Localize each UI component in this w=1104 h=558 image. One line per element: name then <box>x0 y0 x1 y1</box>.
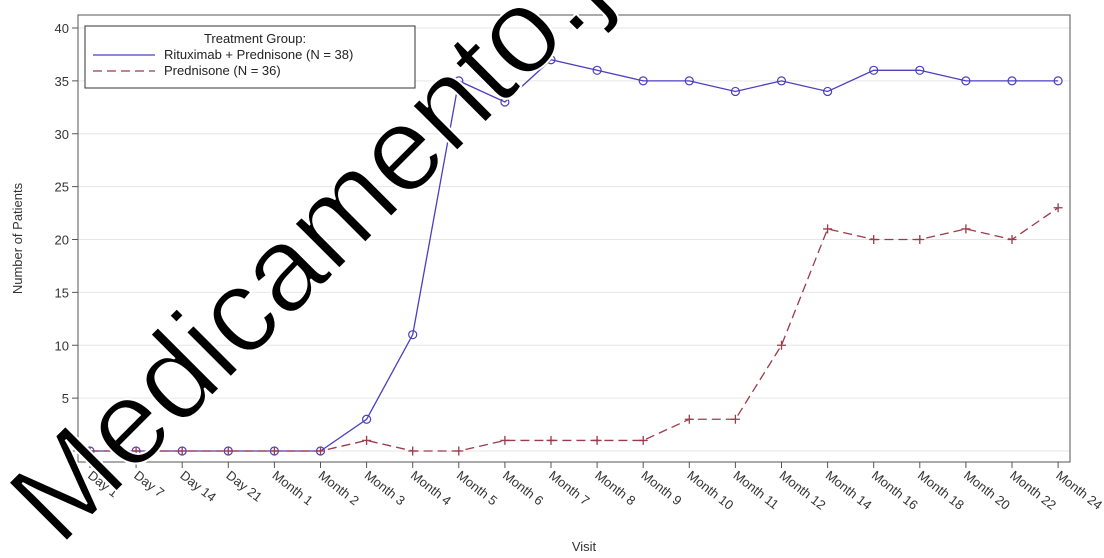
series-1-point-13 <box>684 414 694 424</box>
x-tick-label-15: Month 12 <box>777 468 829 513</box>
legend-box <box>84 25 416 89</box>
legend: Treatment Group: Rituximab + Prednisone … <box>84 25 416 89</box>
series-1-point-18 <box>915 235 925 244</box>
y-tick-label-40: 40 <box>55 21 69 36</box>
series-0-point-6 <box>362 414 372 424</box>
x-axis-title: Visit <box>572 539 597 554</box>
x-tick-label-16: Month 14 <box>823 468 875 513</box>
series-1-point-16 <box>823 224 833 234</box>
series-line-0 <box>90 59 1059 452</box>
x-tick-label-12: Month 9 <box>638 468 684 509</box>
series-1-point-11 <box>592 435 602 445</box>
series-0-point-14 <box>730 86 741 97</box>
series-1-point-9 <box>500 435 510 445</box>
series-1-point-14 <box>730 414 740 424</box>
x-axis-ticks: Day 1 Day 7 Day 14 Day 21 Month 1 Month 2 Mont… <box>85 462 1104 513</box>
y-tick-label-20: 20 <box>55 233 69 248</box>
series-0-point-13 <box>684 76 694 86</box>
series-1-point-21 <box>1053 203 1063 213</box>
x-tick-label-4: Month 1 <box>270 468 316 509</box>
x-tick-label-8: Month 5 <box>454 468 500 509</box>
series-1-point-7 <box>408 446 418 456</box>
y-tick-label-0: 0 <box>62 444 69 459</box>
series-1-point-12 <box>638 435 648 445</box>
x-tick-label-2: Day 14 <box>177 468 219 505</box>
series-layer <box>85 55 1063 456</box>
series-1-point-1 <box>131 446 141 456</box>
x-tick-label-21: Month 24 <box>1053 468 1104 513</box>
legend-label-prednisone: Prednisone (N = 36) <box>164 63 281 78</box>
y-axis-ticks: 0 5 10 15 20 25 30 35 40 <box>55 21 78 459</box>
series-1-point-5 <box>316 446 325 456</box>
series-0 <box>85 55 1063 456</box>
series-1 <box>85 203 1063 456</box>
y-tick-label-15: 15 <box>55 285 69 300</box>
series-0-point-16 <box>822 86 833 97</box>
series-0-point-20 <box>1007 76 1017 86</box>
series-0-point-15 <box>776 76 787 86</box>
series-1-point-20 <box>1007 235 1017 244</box>
series-1-point-6 <box>362 435 372 445</box>
series-0-point-10 <box>546 55 556 65</box>
series-1-point-8 <box>454 446 464 456</box>
y-tick-label-5: 5 <box>62 391 69 406</box>
y-tick-label-30: 30 <box>55 127 69 142</box>
y-tick-label-10: 10 <box>55 338 69 353</box>
series-1-point-0 <box>85 446 95 456</box>
x-tick-label-9: Month 6 <box>500 468 546 509</box>
series-1-point-4 <box>269 446 279 456</box>
series-1-point-19 <box>961 224 971 234</box>
y-tick-label-25: 25 <box>55 180 69 195</box>
legend-title: Treatment Group: <box>204 31 306 46</box>
x-tick-label-20: Month 22 <box>1007 468 1059 513</box>
x-tick-label-19: Month 20 <box>961 468 1013 513</box>
series-0-point-7 <box>408 330 418 340</box>
series-0-point-17 <box>869 65 879 75</box>
y-axis-title: Number of Patients <box>10 182 25 294</box>
grid-lines <box>78 27 1070 452</box>
x-tick-label-13: Month 10 <box>684 468 736 513</box>
y-tick-label-35: 35 <box>55 74 69 89</box>
series-line-1 <box>90 207 1059 452</box>
x-tick-label-10: Month 7 <box>546 468 592 509</box>
x-tick-label-3: Day 21 <box>223 468 265 505</box>
x-tick-label-17: Month 16 <box>869 468 921 513</box>
series-0-point-18 <box>915 65 925 75</box>
x-tick-label-6: Month 3 <box>362 468 408 509</box>
plot-area-frame <box>77 14 1071 463</box>
series-1-point-10 <box>546 435 556 445</box>
x-tick-label-1: Day 7 <box>131 468 167 501</box>
x-tick-label-5: Month 2 <box>316 468 362 509</box>
legend-label-rituximab: Rituximab + Prednisone (N = 38) <box>164 47 353 62</box>
x-tick-label-7: Month 4 <box>408 468 454 509</box>
x-tick-label-14: Month 11 <box>731 468 782 513</box>
x-tick-label-18: Month 18 <box>915 468 967 513</box>
series-1-point-17 <box>869 235 879 244</box>
series-1-point-3 <box>223 446 233 456</box>
series-0-point-11 <box>592 65 602 75</box>
x-tick-label-11: Month 8 <box>592 468 638 509</box>
series-0-point-8 <box>454 76 464 86</box>
series-1-point-15 <box>777 340 786 350</box>
series-0-point-21 <box>1053 76 1063 86</box>
series-0-point-19 <box>961 76 971 86</box>
series-0-point-12 <box>638 76 648 86</box>
x-tick-label-0: Day 1 <box>85 468 121 501</box>
series-1-point-2 <box>177 446 187 456</box>
series-0-point-9 <box>500 97 510 107</box>
